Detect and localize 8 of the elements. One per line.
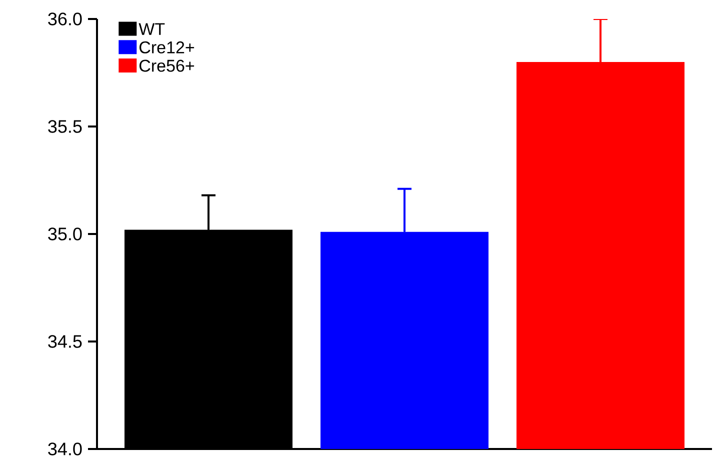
y-tick-label: 34.0: [48, 442, 82, 456]
legend-label: Cre12+: [140, 41, 194, 54]
legend-label: Cre56+: [140, 60, 194, 72]
y-tick-label: 34.5: [48, 335, 82, 348]
y-tick-label: 36.0: [48, 12, 82, 26]
y-tick-label: 35.5: [48, 120, 82, 133]
y-tick-label: 35.0: [48, 228, 82, 240]
legend-label: WT: [138, 23, 165, 35]
